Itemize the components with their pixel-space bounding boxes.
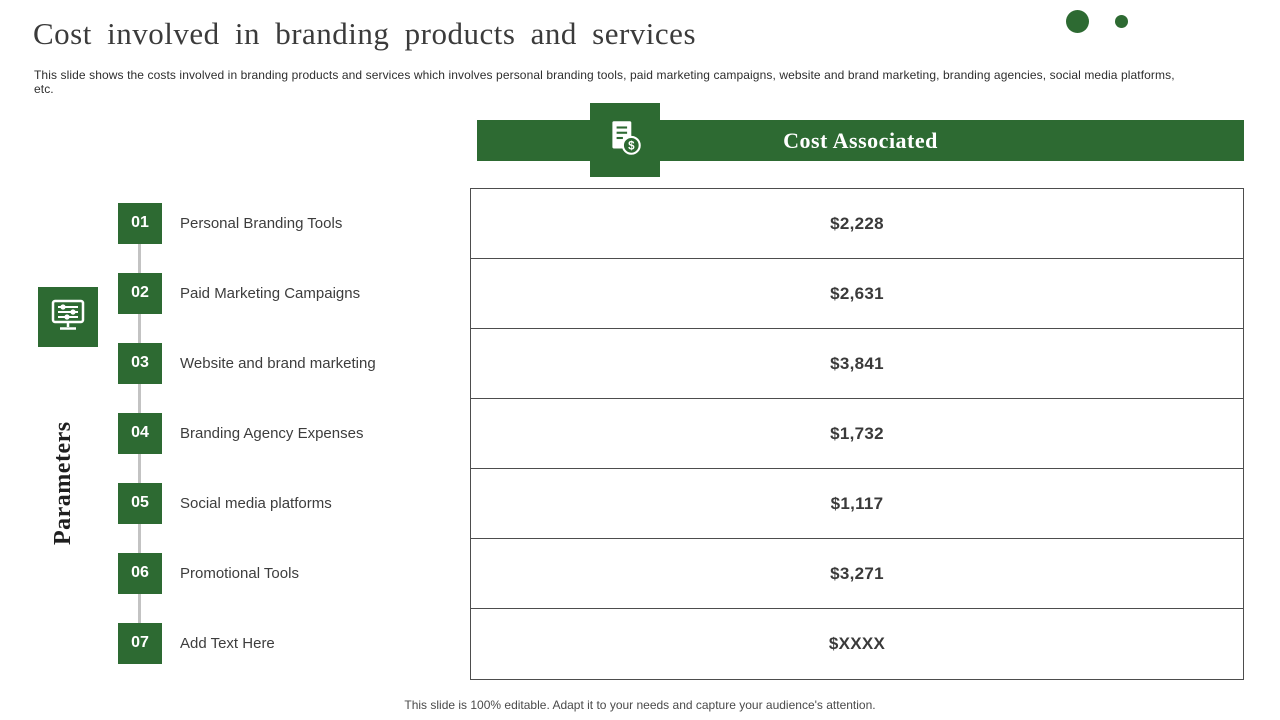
table-row: $1,117 [471,469,1243,539]
parameter-row: 07 Add Text Here [118,608,376,678]
parameter-number-badge: 05 [118,482,162,524]
cost-associated-label: Cost Associated [783,127,938,153]
cost-value: $1,732 [830,423,884,443]
invoice-dollar-icon: $ [604,117,646,164]
parameter-number-badge: 02 [118,272,162,314]
cost-value: $2,631 [830,283,884,303]
header-icon-box: $ [590,103,660,177]
decorative-dot-large [1066,10,1089,33]
page-title: Cost involved in branding products and s… [33,16,697,51]
cost-value: $2,228 [830,213,884,233]
parameter-number-badge: 04 [118,412,162,454]
table-row: $XXXX [471,609,1243,679]
decorative-dot-small [1115,15,1128,28]
parameter-label: Promotional Tools [180,564,299,582]
parameter-label: Paid Marketing Campaigns [180,284,361,302]
parameter-number-badge: 06 [118,552,162,594]
cost-table: $2,228 $2,631 $3,841 $1,732 $1,117 $3,27… [470,188,1244,680]
cost-value: $3,271 [830,563,884,583]
parameters-icon-box [38,287,98,347]
parameter-label: Branding Agency Expenses [180,424,364,442]
svg-text:$: $ [628,140,635,152]
parameter-row: 01 Personal Branding Tools [118,188,376,258]
parameter-label: Personal Branding Tools [180,214,343,232]
cost-value: $XXXX [828,634,886,653]
slide-subtitle: This slide shows the costs involved in b… [34,68,1175,96]
parameters-axis-label: Parameters [50,421,76,545]
parameters-list: 01 Personal Branding Tools 02 Paid Marke… [118,188,376,678]
parameter-row: 05 Social media platforms [118,468,376,538]
parameter-number-badge: 03 [118,342,162,384]
parameter-row: 06 Promotional Tools [118,538,376,608]
table-row: $1,732 [471,399,1243,469]
parameter-label: Social media platforms [180,494,332,512]
parameter-number-badge: 07 [118,622,162,664]
parameter-label: Website and brand marketing [180,354,376,372]
cost-value: $1,117 [830,493,884,513]
table-row: $3,271 [471,539,1243,609]
table-row: $2,228 [471,189,1243,259]
parameter-number-badge: 01 [118,202,162,244]
parameter-row: 04 Branding Agency Expenses [118,398,376,468]
parameter-row: 03 Website and brand marketing [118,328,376,398]
cost-value: $3,841 [830,353,884,373]
footer-note: This slide is 100% editable. Adapt it to… [404,698,876,712]
monitor-settings-icon [48,295,88,340]
table-row: $3,841 [471,329,1243,399]
table-row: $2,631 [471,259,1243,329]
parameter-row: 02 Paid Marketing Campaigns [118,258,376,328]
parameter-label: Add Text Here [180,634,275,652]
